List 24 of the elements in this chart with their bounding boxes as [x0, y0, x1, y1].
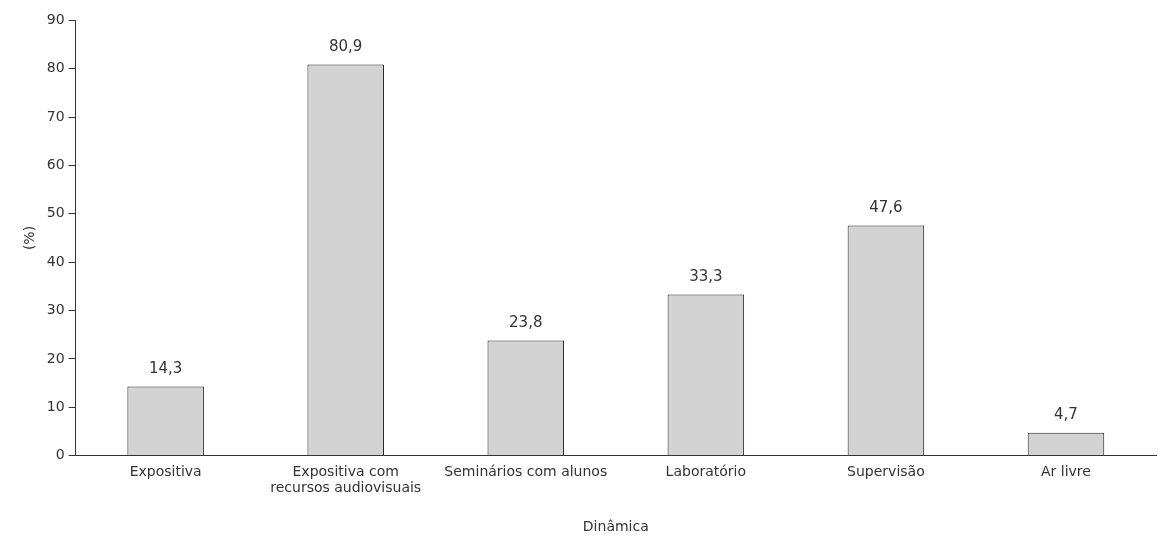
- y-tick-label: 60: [46, 156, 65, 173]
- x-tick-label: Laboratório: [665, 462, 747, 479]
- y-tick-label: 80: [46, 59, 65, 76]
- x-tick-label: Supervisão: [847, 462, 925, 479]
- x-axis-title: Dinâmica: [582, 518, 649, 535]
- y-axis-title: (%): [21, 225, 38, 251]
- x-tick-label: Expositiva com recursos audiovisuais: [270, 462, 422, 496]
- y-tick-label: 10: [46, 397, 65, 414]
- x-tick-label: Seminários com alunos: [444, 462, 608, 479]
- y-tick-label: 40: [46, 252, 65, 269]
- y-tick-label: 70: [46, 107, 65, 124]
- data-label: 33,3: [689, 266, 723, 285]
- y-tick-label: 30: [46, 301, 65, 318]
- y-tick-label: 20: [46, 349, 65, 366]
- data-label: 14,3: [148, 358, 183, 377]
- data-label: 80,9: [329, 36, 363, 55]
- data-label: 47,6: [869, 197, 903, 216]
- y-tick-label: 50: [46, 204, 65, 221]
- y-tick-label: 90: [46, 11, 65, 28]
- data-label: 23,8: [509, 312, 543, 331]
- x-tick-label: Ar livre: [1041, 462, 1091, 479]
- y-tick-label: 0: [55, 446, 65, 463]
- x-tick-label: Expositiva: [129, 462, 202, 479]
- data-label: 4,7: [1054, 405, 1078, 424]
